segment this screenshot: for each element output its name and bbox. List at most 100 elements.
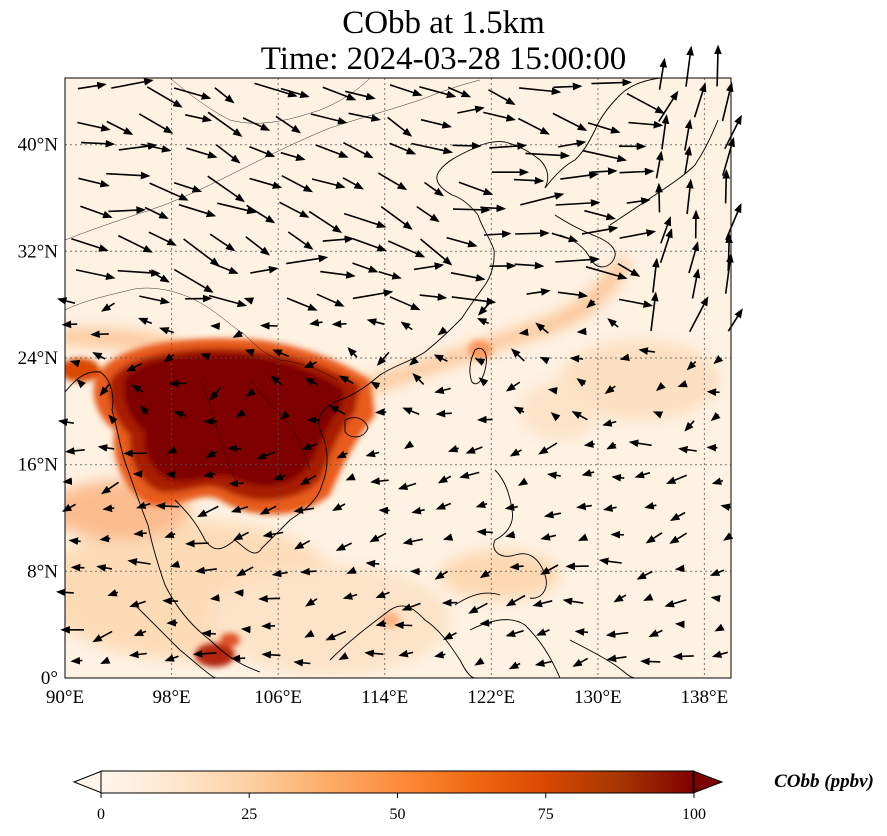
wind-arrow — [345, 473, 356, 481]
wind-arrow — [332, 503, 346, 512]
wind-arrow — [534, 659, 552, 667]
wind-arrow — [655, 182, 663, 213]
wind-arrow — [62, 477, 73, 486]
wind-arrow — [517, 477, 529, 486]
wind-arrow — [505, 381, 521, 392]
lat-tick-label: 0° — [41, 668, 58, 689]
wind-arrow — [617, 263, 641, 277]
wind-arrow — [587, 122, 621, 134]
wind-arrow — [209, 233, 236, 252]
wind-arrow — [721, 81, 734, 122]
wind-arrow — [443, 632, 457, 640]
wind-arrow — [572, 657, 589, 667]
wind-arrow — [435, 409, 452, 418]
wind-arrow — [149, 182, 189, 201]
wind-arrow — [688, 241, 700, 274]
wind-arrow — [246, 204, 276, 224]
wind-arrow — [111, 78, 154, 89]
wind-arrow — [520, 192, 565, 206]
wind-arrow — [478, 302, 490, 316]
lon-tick-label: 130°E — [574, 687, 622, 708]
wind-arrow — [400, 321, 413, 331]
wind-arrow — [583, 440, 595, 448]
wind-arrow — [532, 599, 553, 608]
wind-arrow — [254, 82, 298, 98]
wind-arrow — [364, 649, 384, 658]
wind-arrow — [540, 564, 559, 575]
wind-arrow — [376, 351, 390, 366]
wind-arrow — [146, 86, 183, 108]
wind-arrow — [638, 347, 656, 355]
wind-arrow — [322, 86, 357, 101]
wind-arrow — [480, 204, 507, 213]
wind-arrow — [607, 318, 619, 328]
wind-arrow — [652, 411, 664, 419]
wind-arrow — [183, 238, 220, 267]
wind-arrow — [722, 169, 731, 204]
wind-arrow — [76, 378, 86, 389]
wind-arrow — [299, 474, 317, 486]
wind-arrow — [272, 349, 290, 358]
wind-arrow — [665, 474, 688, 484]
wind-arrow — [300, 567, 317, 576]
wind-arrow — [613, 594, 627, 603]
wind-arrow — [686, 360, 697, 371]
wind-arrow — [197, 505, 219, 518]
wind-arrow — [245, 236, 271, 256]
wind-arrow — [249, 145, 276, 157]
wind-arrow — [377, 172, 408, 191]
wind-arrow — [352, 237, 387, 252]
wind-arrow — [398, 649, 414, 658]
wind-arrow — [370, 381, 381, 390]
wind-arrow — [686, 178, 694, 215]
country-borders — [65, 78, 481, 486]
wind-arrow — [329, 405, 346, 415]
wind-arrow — [602, 419, 617, 427]
wind-arrow — [106, 171, 151, 180]
wind-arrow — [208, 294, 248, 308]
wind-arrow — [173, 268, 214, 293]
wind-arrow — [489, 142, 527, 150]
wind-arrow — [688, 296, 709, 333]
wind-arrow — [286, 254, 329, 265]
wind-arrow — [684, 420, 695, 432]
wind-arrow — [249, 177, 283, 189]
wind-arrow — [236, 566, 254, 577]
wind-arrow — [258, 594, 281, 603]
wind-arrow — [99, 534, 111, 543]
wind-arrow — [555, 255, 600, 264]
wind-arrow — [401, 602, 421, 611]
wind-arrow — [56, 297, 76, 305]
wind-arrow — [535, 322, 549, 334]
wind-vectors — [55, 44, 743, 670]
wind-arrow — [402, 407, 420, 416]
wind-arrow — [137, 317, 153, 326]
wind-arrow — [626, 92, 665, 114]
wind-arrow — [352, 289, 394, 300]
wind-arrow — [547, 387, 558, 395]
wind-arrow — [69, 359, 81, 368]
wind-arrow — [207, 111, 243, 137]
wind-arrow — [643, 593, 654, 601]
wind-arrow — [108, 206, 146, 214]
wind-arrow — [555, 199, 601, 207]
wind-arrow — [80, 205, 113, 219]
wind-arrow — [308, 210, 343, 234]
wind-arrow — [77, 121, 111, 132]
lat-tick-label: 32°N — [18, 241, 59, 262]
wind-arrow — [474, 358, 486, 366]
wind-arrow — [148, 231, 177, 246]
wind-arrow — [591, 78, 633, 87]
wind-arrow — [365, 559, 380, 568]
wind-arrow — [129, 600, 146, 608]
wind-arrow — [342, 177, 364, 190]
longitude-tick-labels: 90°E 98°E 106°E 114°E 122°E 130°E 138°E — [46, 687, 728, 708]
wind-arrow — [375, 619, 387, 628]
wind-arrow — [586, 298, 597, 309]
wind-arrow — [645, 532, 663, 544]
wind-arrow — [435, 502, 452, 510]
wind-arrow — [416, 205, 440, 223]
wind-arrow — [235, 409, 246, 418]
wind-arrow — [262, 530, 284, 539]
